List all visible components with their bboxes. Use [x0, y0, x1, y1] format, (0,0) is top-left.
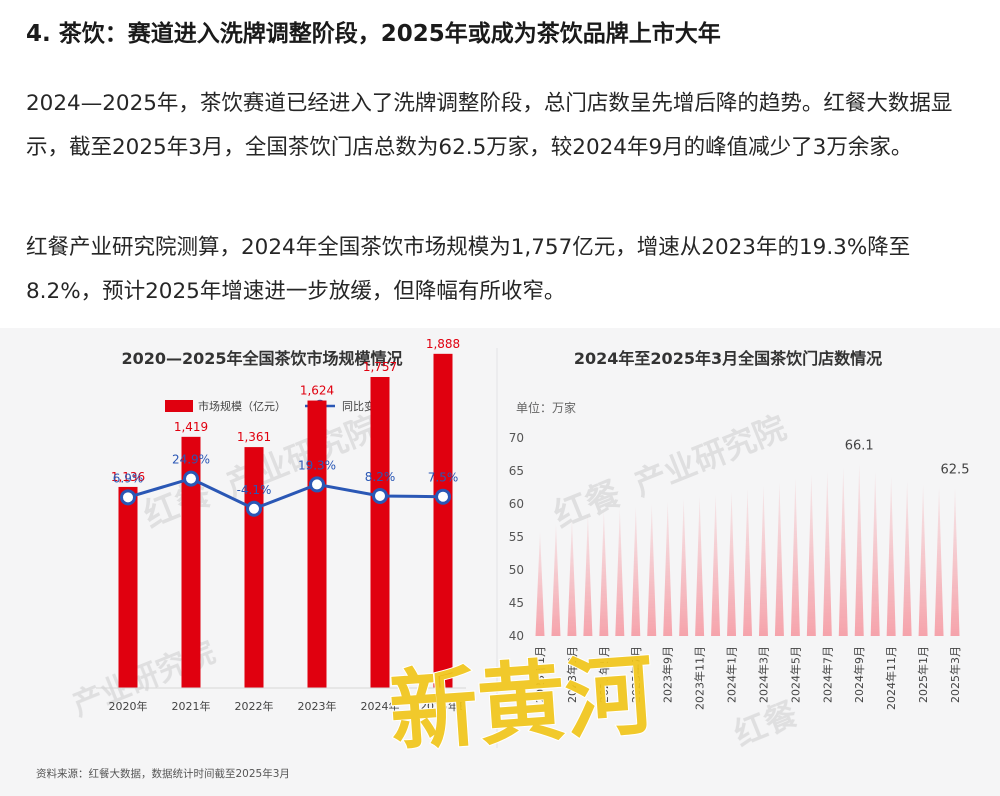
growth-point: [372, 487, 388, 504]
watermark-brand-2: 红餐: [549, 475, 626, 536]
store-count-bar: [790, 478, 800, 636]
chart-figure: 红餐 产业研究院 红餐 产业研究院 产业研究院 红餐 2020—2025年全国茶…: [0, 328, 1000, 796]
market-size-bar: [370, 377, 390, 688]
x-tick-label: 2023年7月: [629, 646, 643, 703]
right-chart-marks: 40 45 50 55 60 65 70 66.1 62.5 2023年1月 2023年3月 2023…: [509, 431, 970, 710]
market-size-bar: [181, 436, 201, 688]
y-tick-label: 50: [509, 563, 524, 577]
x-tick-label: 2020年: [109, 699, 148, 713]
growth-value-label: 7.5%: [428, 471, 459, 485]
section-heading: 4. 茶饮：赛道进入洗牌调整阶段，2025年或成为茶饮品牌上市大年: [26, 21, 721, 47]
store-value-label: 66.1: [845, 439, 874, 454]
store-count-bar: [870, 471, 880, 636]
x-tick-label: 2021年: [172, 699, 211, 713]
market-size-bar: [307, 400, 327, 688]
bar-value-label: 1,136: [111, 470, 145, 484]
store-count-bar: [567, 519, 577, 636]
x-tick-label: 2024年1月: [725, 646, 739, 703]
growth-value-label: -4.1%: [237, 483, 272, 497]
x-tick-label: 2025年E: [420, 699, 466, 713]
y-tick-label: 70: [509, 431, 524, 445]
x-tick-label: 2025年3月: [948, 646, 962, 703]
store-count-bar: [774, 482, 784, 636]
growth-point: [183, 470, 199, 487]
y-tick-label: 55: [509, 530, 524, 544]
x-tick-label: 2023年5月: [597, 646, 611, 703]
store-count-bar: [679, 498, 689, 636]
xinhuanghe-watermark: 新黄河: [387, 648, 657, 763]
x-tick-label: 2023年9月: [661, 646, 675, 703]
store-count-bar: [711, 494, 721, 636]
store-count-bar: [854, 463, 864, 636]
growth-point: [309, 476, 325, 493]
store-count-bar: [583, 514, 593, 636]
store-count-bar: [886, 476, 896, 636]
right-chart-unit: 单位：万家: [516, 400, 576, 415]
store-count-bar: [535, 531, 545, 636]
growth-point: [120, 489, 136, 506]
store-count-bar: [838, 467, 848, 636]
legend-bar-label: 市场规模（亿元）: [198, 399, 286, 413]
store-count-bar: [743, 488, 752, 636]
store-count-bar: [631, 506, 641, 636]
paragraph-market-size: 红餐产业研究院测算，2024年全国茶饮市场规模为1,757亿元，增速从2023年…: [26, 235, 911, 304]
store-count-bar: [934, 486, 944, 636]
store-count-bar: [551, 523, 561, 636]
left-chart-title: 2020—2025年全国茶饮市场规模情况: [121, 349, 402, 368]
legend-bar-swatch: [165, 400, 193, 412]
market-size-bar: [118, 486, 138, 688]
growth-value-label: 24.9%: [172, 453, 210, 467]
store-count-bar: [727, 491, 737, 636]
x-tick-label: 2023年1月: [533, 646, 547, 703]
x-tick-label: 2025年1月: [916, 646, 930, 703]
right-chart-title: 2024年至2025年3月全国茶饮门店数情况: [574, 349, 882, 368]
left-chart-marks: 1,136 2020年 1,419 2021年 1,361 2022年 1,624 2023年…: [96, 337, 466, 713]
x-tick-label: 2024年9月: [852, 646, 866, 703]
x-tick-label: 2024年5月: [788, 646, 802, 703]
store-count-bar: [615, 508, 625, 636]
watermark-institute-2: 产业研究院: [629, 409, 791, 502]
store-count-bar: [806, 474, 816, 636]
y-tick-label: 60: [509, 497, 524, 511]
x-tick-label: 2023年: [298, 699, 337, 713]
x-tick-label: 2024年3月: [756, 646, 770, 703]
bar-value-label: 1,624: [300, 384, 334, 398]
paragraph-store-count: 2024—2025年，茶饮赛道已经进入了洗牌调整阶段，总门店数呈先增后降的趋势。…: [26, 91, 953, 160]
y-tick-label: 45: [509, 596, 524, 610]
x-tick-label: 2023年3月: [565, 646, 579, 703]
x-tick-label: 2024年7月: [820, 646, 834, 703]
growth-value-label: 6.9%: [113, 471, 144, 485]
x-tick-label: 2024年11月: [884, 646, 898, 710]
growth-line: [127, 477, 444, 511]
store-count-bar: [647, 504, 657, 636]
x-tick-label: 2022年: [235, 699, 274, 713]
growth-point: [246, 500, 262, 517]
bar-value-label: 1,757: [363, 360, 397, 374]
bar-value-label: 1,361: [237, 430, 271, 444]
store-count-bar: [918, 484, 928, 636]
store-count-bar: [599, 510, 609, 636]
store-value-label: 62.5: [941, 463, 970, 478]
growth-value-label: 19.3%: [298, 458, 336, 472]
growth-point: [435, 488, 451, 505]
store-count-bar: [822, 471, 832, 636]
store-count-bar: [663, 501, 673, 636]
store-count-bar: [695, 496, 705, 636]
market-size-bar: [433, 353, 453, 688]
growth-value-label: 8.2%: [365, 470, 396, 484]
x-tick-label: 2024年: [361, 699, 400, 713]
y-tick-label: 65: [509, 464, 524, 478]
bar-value-label: 1,888: [426, 337, 460, 351]
store-count-bar: [758, 485, 768, 636]
y-tick-label: 40: [509, 629, 524, 643]
source-note: 资料来源：红餐大数据，数据统计时间截至2025年3月: [36, 768, 290, 780]
x-tick-label: 2023年11月: [693, 646, 707, 710]
store-count-bar: [950, 487, 960, 636]
bar-value-label: 1,419: [174, 420, 208, 434]
store-count-bar: [902, 480, 912, 636]
chart-canvas: 红餐 产业研究院 红餐 产业研究院 产业研究院 红餐 2020—2025年全国茶…: [68, 337, 970, 764]
